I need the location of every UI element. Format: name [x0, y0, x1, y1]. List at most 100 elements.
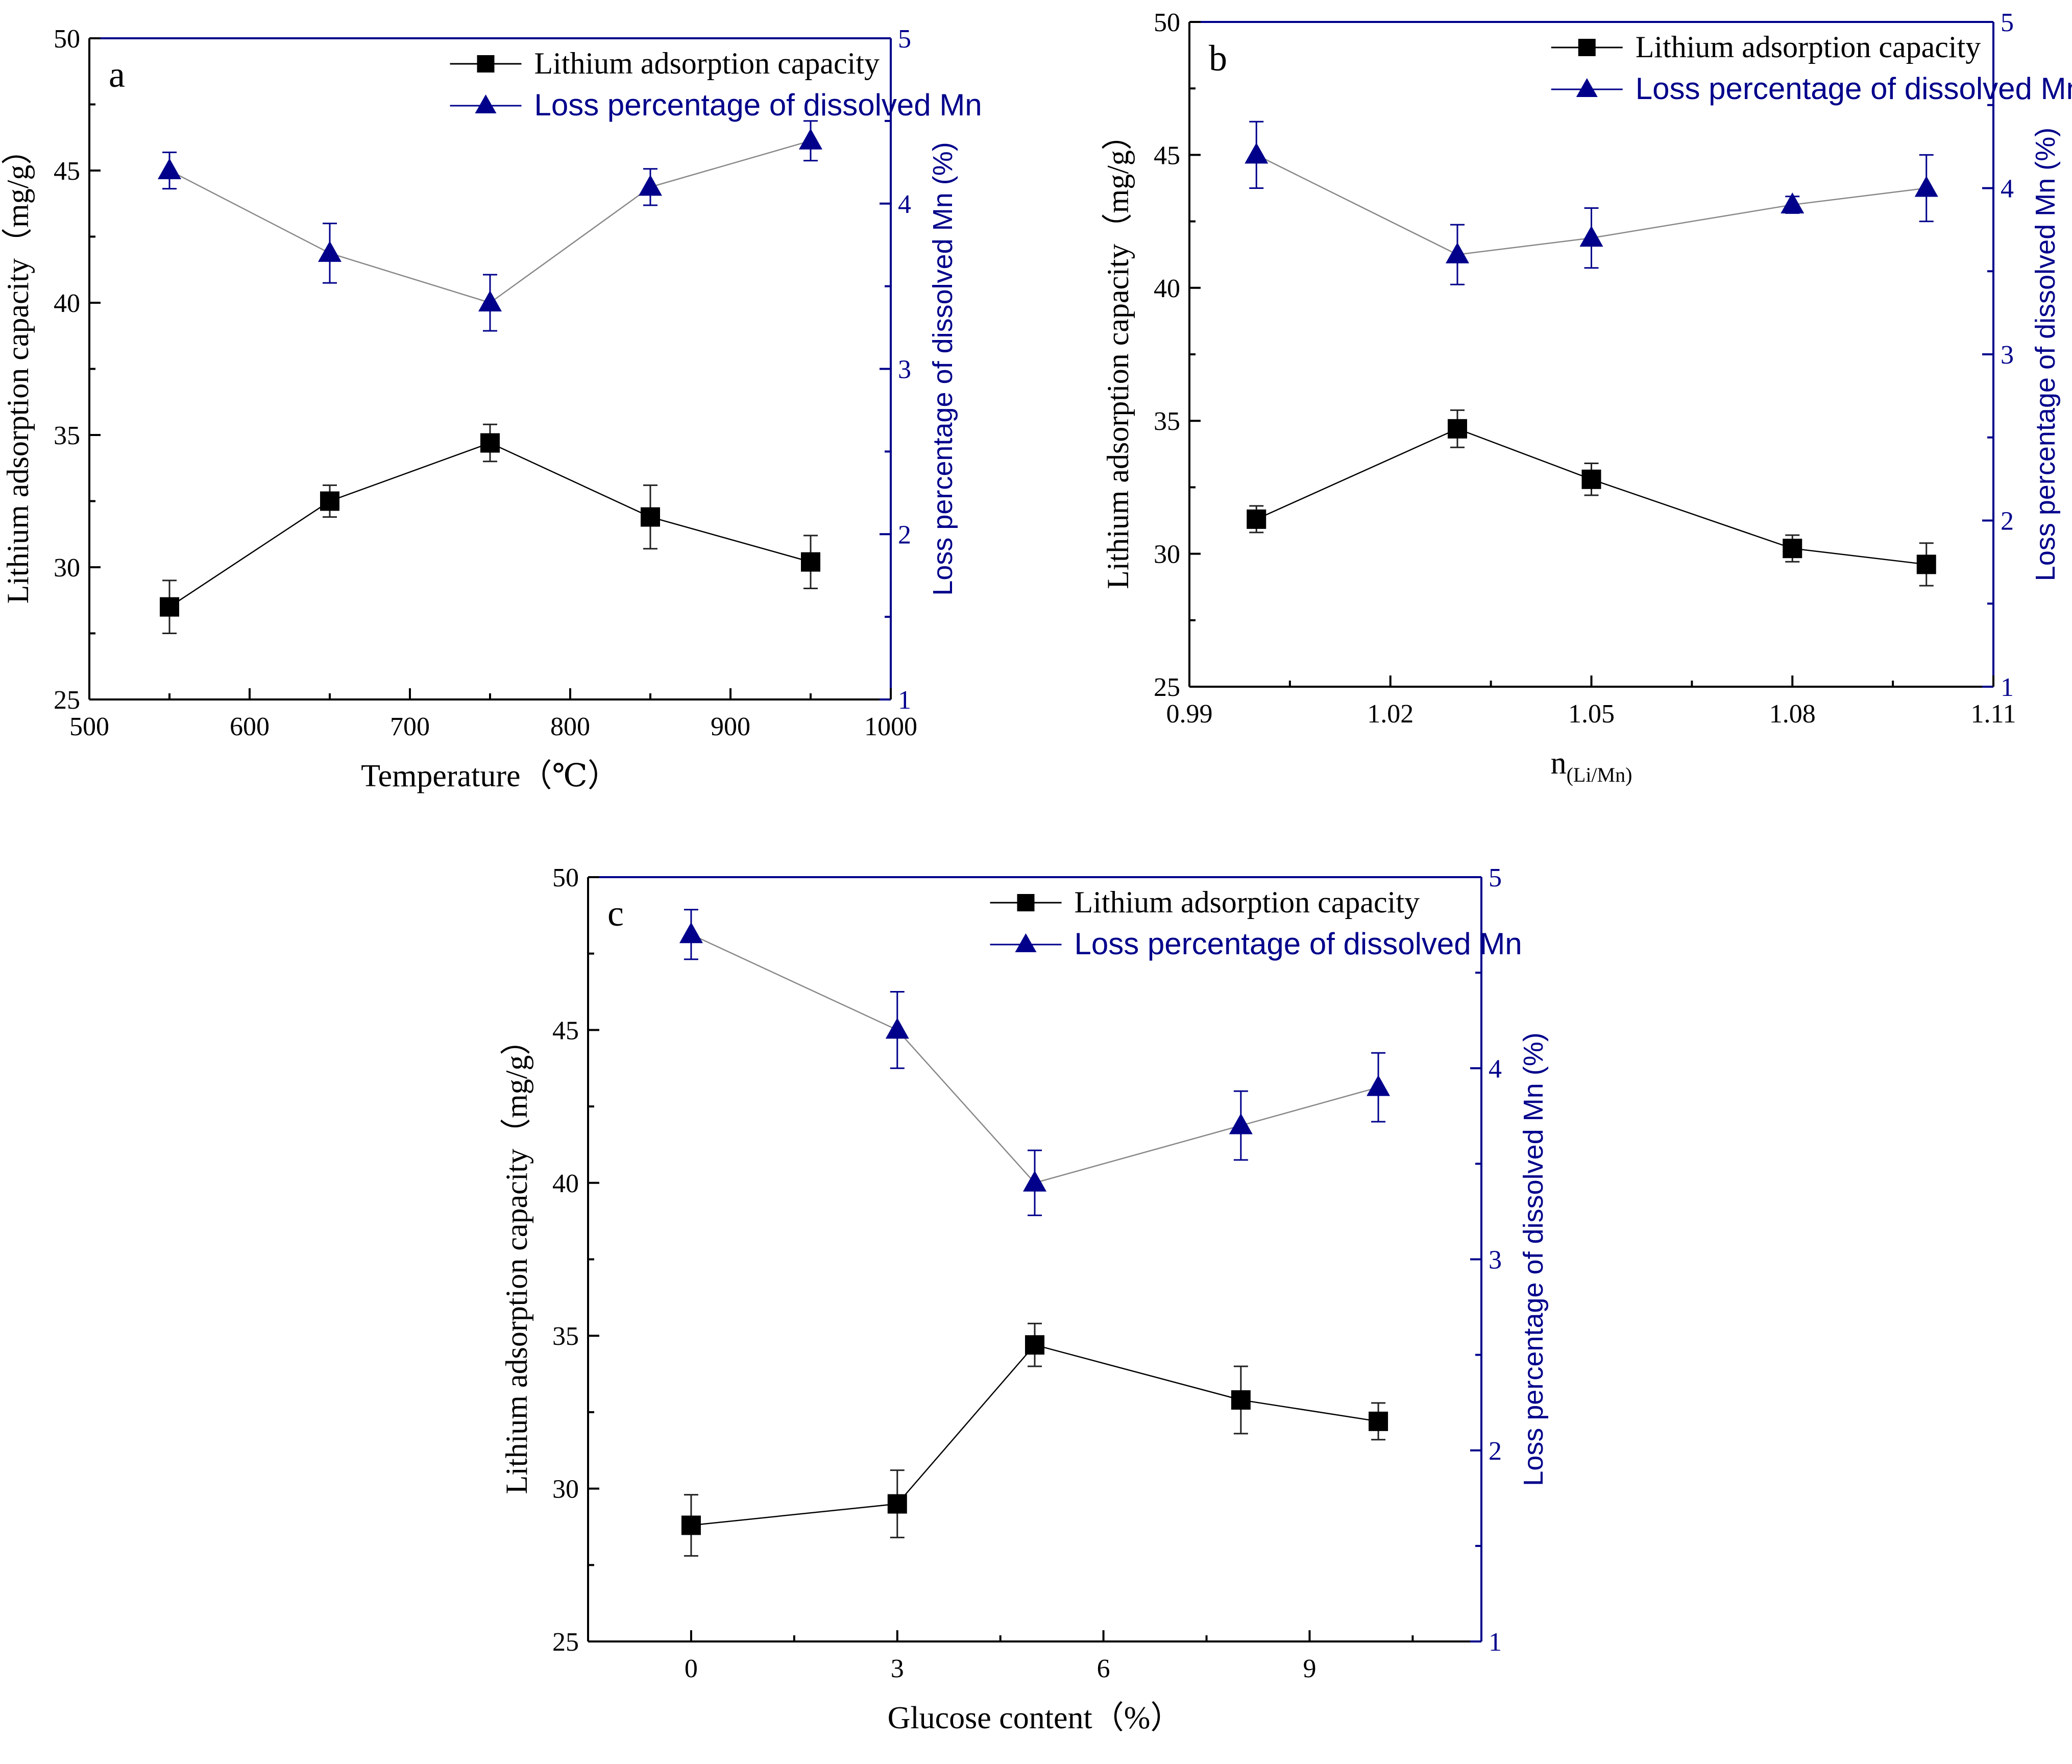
legend-marker-triangle: [475, 94, 497, 113]
legend-marker-square: [1017, 894, 1035, 911]
data-point-triangle: [1914, 176, 1938, 197]
panel-label: c: [607, 893, 624, 934]
y2-tick-label: 1: [1489, 1628, 1502, 1657]
legend-label: Lithium adsorption capacity: [534, 46, 880, 80]
series-line: [1256, 428, 1927, 565]
data-point-triangle: [1446, 242, 1469, 263]
legend-marker-triangle: [1576, 78, 1598, 97]
data-point-triangle: [1245, 142, 1269, 164]
y2-tick-label: 5: [1489, 863, 1502, 892]
legend: Lithium adsorption capacity Loss percenta…: [450, 46, 982, 122]
y-tick-label: 50: [552, 863, 579, 892]
data-point-square: [1025, 1335, 1044, 1355]
y-tick-label: 30: [1154, 540, 1180, 569]
y-tick-label: 40: [54, 289, 80, 318]
y2-tick-label: 4: [2001, 175, 2014, 204]
y-tick-label: 35: [54, 421, 80, 450]
data-point-triangle: [478, 291, 502, 311]
y2-tick-label: 3: [1489, 1246, 1502, 1275]
y-tick-label: 25: [552, 1628, 579, 1657]
data-point-square: [1247, 509, 1266, 529]
x-tick-label: 3: [891, 1654, 904, 1683]
y2-tick-label: 1: [898, 686, 911, 715]
x-axis-title: n(Li/Mn): [1551, 746, 1632, 786]
legend-label: Loss percentage of dissolved Mn: [1636, 71, 2072, 106]
x-tick-label: 1.11: [1970, 699, 2016, 729]
x-tick-label: 1.02: [1367, 699, 1413, 729]
y-tick-label: 50: [54, 25, 80, 54]
series-li-capacity: [681, 1322, 1388, 1557]
data-point-triangle: [1367, 1075, 1391, 1096]
y-axis-title: Lithium adsorption capacity（mg/g）: [500, 1025, 533, 1494]
data-point-triangle: [318, 240, 342, 262]
series-line: [691, 1344, 1379, 1526]
y-tick-label: 40: [1154, 274, 1180, 303]
x-tick-label: 1000: [864, 712, 917, 741]
x-tick-label: 600: [230, 712, 270, 741]
series-mn-loss: [1245, 120, 1938, 285]
data-point-square: [1231, 1390, 1251, 1410]
data-point-triangle: [1023, 1170, 1046, 1192]
data-point-square: [887, 1494, 907, 1514]
y2-tick-label: 2: [898, 520, 911, 549]
x-axis-title: Glucose content（%）: [888, 1701, 1182, 1735]
data-point-triangle: [885, 1018, 909, 1039]
legend-marker-square: [477, 55, 495, 73]
y2-tick-label: 4: [1489, 1054, 1502, 1083]
y2-axis-title: Loss percentage of dissolved Mn (%): [2030, 128, 2061, 581]
x-tick-label: 1.08: [1769, 699, 1816, 729]
series-li-capacity: [1247, 409, 1936, 587]
y-tick-label: 25: [1154, 673, 1180, 702]
y2-axis-title: Loss percentage of dissolved Mn (%): [928, 142, 958, 595]
series-mn-loss: [158, 120, 822, 332]
series-mn-loss: [679, 909, 1391, 1216]
x-tick-label: 6: [1097, 1654, 1110, 1683]
x-tick-label: 0.99: [1166, 699, 1213, 729]
y-tick-label: 30: [54, 553, 80, 583]
data-point-square: [1369, 1411, 1388, 1431]
y2-tick-label: 4: [898, 190, 911, 219]
data-point-triangle: [1781, 192, 1805, 214]
series-line: [169, 442, 811, 608]
y-tick-label: 35: [552, 1322, 579, 1351]
x-tick-label: 0: [685, 1654, 698, 1683]
y-tick-label: 45: [1154, 141, 1180, 170]
y-tick-label: 30: [552, 1475, 579, 1504]
legend-label: Lithium adsorption capacity: [1636, 30, 1981, 64]
series-li-capacity: [160, 423, 820, 634]
legend-marker-triangle: [1015, 933, 1037, 952]
legend-label: Loss percentage of dissolved Mn: [534, 88, 982, 122]
y2-axis-title: Loss percentage of dissolved Mn (%): [1518, 1032, 1549, 1486]
data-point-square: [480, 433, 500, 453]
x-axis-title: Temperature（℃）: [361, 759, 619, 793]
y2-tick-label: 2: [1489, 1437, 1502, 1466]
y2-tick-label: 1: [2001, 673, 2014, 702]
y-tick-label: 25: [54, 686, 80, 715]
y2-tick-label: 5: [2001, 8, 2014, 37]
y2-tick-label: 3: [2001, 341, 2014, 370]
data-point-square: [1448, 419, 1467, 439]
data-point-triangle: [639, 175, 662, 196]
panel-label: a: [109, 54, 125, 95]
y2-tick-label: 2: [2001, 507, 2014, 536]
panel-label: b: [1209, 38, 1227, 79]
x-tick-label: 1.05: [1568, 699, 1615, 729]
y-axis-title: Lithium adsorption capacity（mg/g）: [1, 134, 35, 604]
y-tick-label: 45: [54, 157, 80, 186]
data-point-square: [160, 597, 179, 617]
data-point-triangle: [158, 158, 181, 179]
legend: Lithium adsorption capacity Loss percenta…: [990, 885, 1522, 961]
y-tick-label: 40: [552, 1169, 579, 1198]
legend: Lithium adsorption capacity Loss percenta…: [1551, 30, 2072, 106]
data-point-square: [1783, 539, 1802, 559]
data-point-square: [641, 507, 660, 527]
y-axis-title: Lithium adsorption capacity（mg/g）: [1101, 119, 1135, 589]
x-tick-label: 500: [69, 712, 109, 741]
x-tick-label: 900: [711, 712, 750, 741]
data-point-square: [681, 1515, 701, 1535]
y2-tick-label: 5: [898, 25, 911, 54]
data-point-triangle: [1579, 226, 1603, 247]
